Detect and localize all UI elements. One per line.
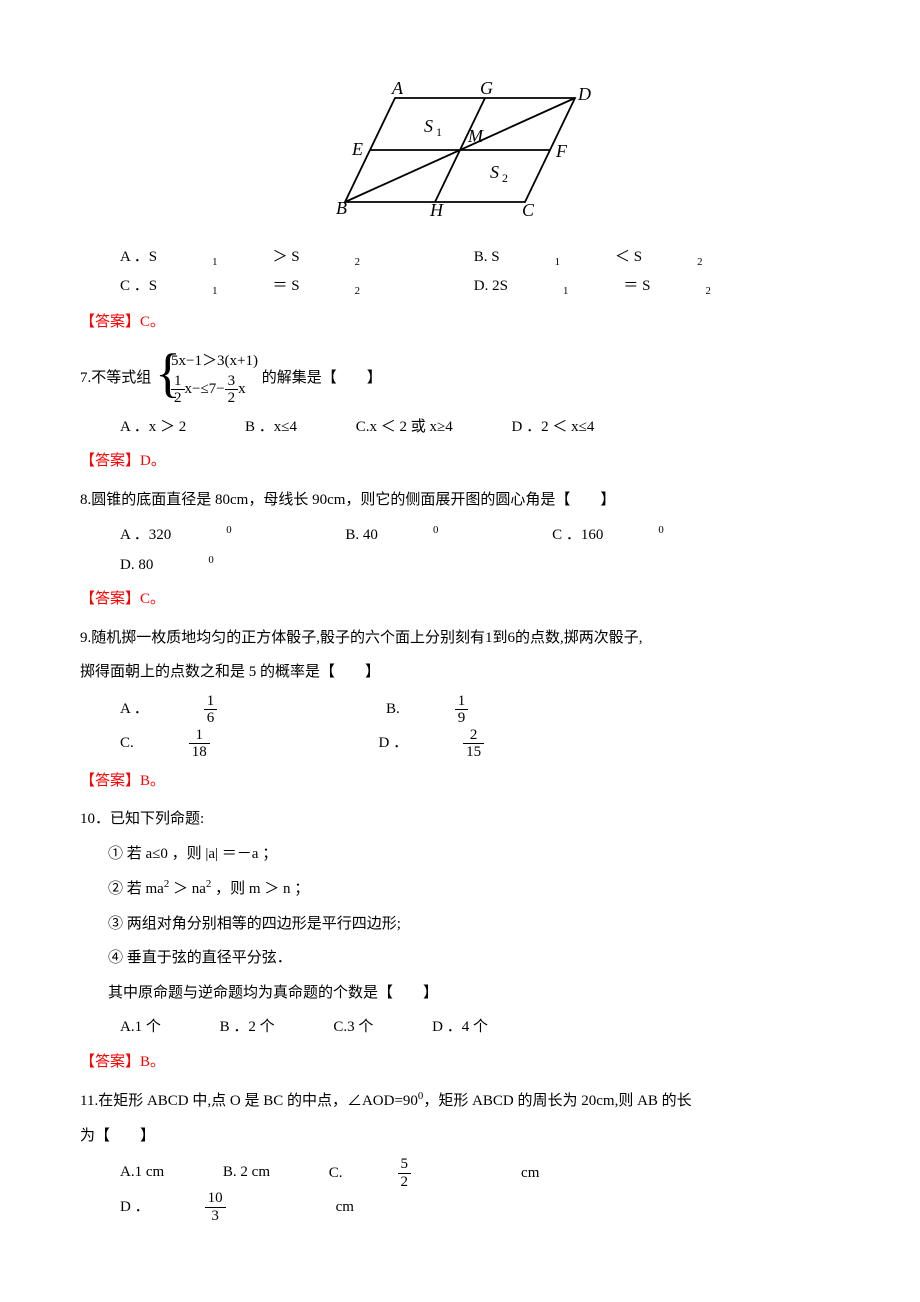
q7-choice-B: B ．x≤4	[245, 413, 297, 442]
q8-choices: A ．3200 B. 400 C ．1600 D. 800	[120, 520, 840, 579]
q6-choice-B: B. S1 ＜ S2	[474, 243, 758, 273]
q6-choices: A ．S1 ＞ S2 B. S1 ＜ S2 C ．S1 ＝ S2 D. 2S1 …	[120, 243, 840, 302]
label-E: E	[351, 139, 363, 159]
q8-choice-C: C ．1600	[552, 520, 719, 550]
q10-choice-C: C.3 个	[333, 1013, 373, 1042]
q8-stem: 8.圆锥的底面直径是 80cm，母线长 90cm，则它的侧面展开图的圆心角是【 …	[80, 486, 840, 515]
label-B: B	[336, 198, 347, 218]
q7-choices: A ．x ＞ 2 B ．x≤4 C.x ＜ 2 或 x≥4 D ．2 ＜ x≤4	[120, 413, 840, 442]
q11-choice-D: D ．103cm	[120, 1190, 409, 1224]
q11-choice-A: A.1 cm	[120, 1158, 164, 1187]
q11-stem-line1: 11.在矩形 ABCD 中,点 O 是 BC 的中点，∠AOD=900，矩形 A…	[80, 1086, 840, 1116]
label-G: G	[480, 80, 493, 98]
q9-choice-A: A ．16	[120, 693, 327, 727]
parallelogram-svg: A G D E F B H C M S 1 S 2	[320, 80, 600, 220]
q11-choice-B: B. 2 cm	[223, 1158, 270, 1187]
q10-choice-A: A.1 个	[120, 1013, 161, 1042]
q10-choice-D: D ．4 个	[432, 1013, 488, 1042]
label-S1: S	[424, 116, 433, 136]
q8-choice-B: B. 400	[345, 520, 493, 550]
q10-item2: ② 若 ma2 ＞ na2 ，则 m ＞ n ；	[108, 874, 840, 904]
q8-choice-D: D. 800	[120, 550, 269, 580]
q7-stem: 7.不等式组 { 5x−1＞3(x+1) 12x−≤7−32x 的解集是【 】	[80, 350, 840, 407]
q8-answer: 【答案】C。	[80, 585, 840, 614]
q10-item3: ③ 两组对角分别相等的四边形是平行四边形;	[108, 910, 840, 939]
q9-choices: A ．16 B. 19 C. 118 D ．215	[120, 693, 840, 761]
q9-answer: 【答案】B。	[80, 767, 840, 796]
q9-choice-B: B. 19	[386, 693, 578, 727]
q10-choices: A.1 个 B ．2 个 C.3 个 D ．4 个	[120, 1013, 840, 1042]
q8-choice-A: A ．3200	[120, 520, 287, 550]
q9-stem-line1: 9.随机掷一枚质地均匀的正方体骰子,骰子的六个面上分别刻有1到6的点数,掷两次骰…	[80, 624, 840, 653]
q6-diagram: A G D E F B H C M S 1 S 2	[80, 80, 840, 231]
q9-choice-C: C. 118	[120, 727, 320, 761]
label-S2: S	[490, 162, 499, 182]
q6-choice-A: A ．S1 ＞ S2	[120, 243, 415, 273]
label-S2-sub: 2	[502, 171, 508, 185]
q9-choice-D: D ．215	[379, 727, 595, 761]
q10-stem: 10．已知下列命题:	[80, 805, 840, 834]
label-S1-sub: 1	[436, 125, 442, 139]
label-F: F	[555, 141, 568, 161]
q9-stem-line2: 掷得面朝上的点数之和是 5 的概率是【 】	[80, 658, 840, 687]
q11-choices: A.1 cm B. 2 cm C. 52cm D ．103cm	[120, 1156, 840, 1224]
q7-choice-D: D ．2 ＜ x≤4	[512, 413, 595, 442]
label-H: H	[429, 200, 444, 220]
label-A: A	[391, 80, 404, 98]
q10-choice-B: B ．2 个	[220, 1013, 275, 1042]
q10-tail: 其中原命题与逆命题均为真命题的个数是【 】	[108, 979, 840, 1008]
q7-choice-A: A ．x ＞ 2	[120, 413, 186, 442]
q6-choice-C: C ．S1 ＝ S2	[120, 272, 415, 302]
label-C: C	[522, 200, 535, 220]
q6-answer: 【答案】C。	[80, 308, 840, 337]
q7-choice-C: C.x ＜ 2 或 x≥4	[356, 413, 453, 442]
q10-item1: ① 若 a≤0 ，则 |a| ＝－a ；	[108, 840, 840, 869]
q7-answer: 【答案】D。	[80, 447, 840, 476]
q11-stem-line2: 为【 】	[80, 1122, 840, 1151]
label-D: D	[577, 84, 591, 104]
q11-choice-C: C. 52cm	[329, 1156, 595, 1190]
label-M: M	[467, 126, 484, 146]
q10-answer: 【答案】B。	[80, 1048, 840, 1077]
q10-item4: ④ 垂直于弦的直径平分弦．	[108, 944, 840, 973]
q6-choice-D: D. 2S1 ＝ S2	[474, 272, 766, 302]
